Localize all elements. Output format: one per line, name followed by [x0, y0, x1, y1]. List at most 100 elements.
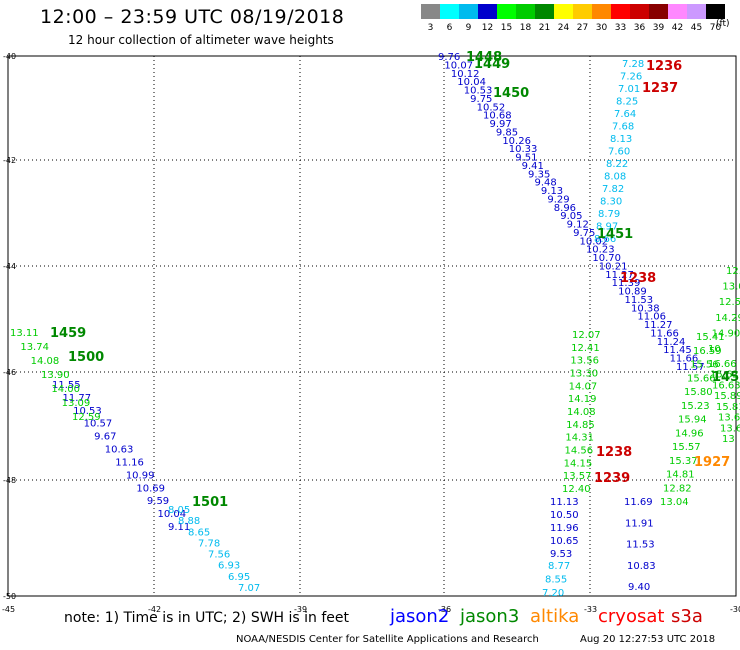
scale-label: 30 — [595, 23, 608, 33]
wave-height-value: 11.66 — [670, 354, 699, 365]
scale-label: 18 — [519, 23, 532, 33]
pass-time-label: 1451 — [597, 227, 633, 242]
pass-time-label: 1239 — [594, 471, 630, 486]
wave-height-value: 7.78 — [198, 538, 220, 549]
wave-height-value: 11.27 — [605, 270, 634, 281]
footer-credit: NOAA/NESDIS Center for Satellite Applica… — [236, 634, 539, 645]
wave-height-value: 7.20 — [542, 588, 564, 599]
lat-tick-label: -40 — [3, 52, 16, 61]
wave-height-value: 10.04 — [157, 509, 186, 520]
wave-height-value: 9.75 — [573, 228, 595, 239]
legend-jason2: jason2 — [390, 606, 450, 627]
wave-height-value: 11.91 — [625, 518, 654, 529]
wave-height-value: 10.50 — [550, 510, 579, 521]
scale-swatch — [516, 4, 535, 19]
lat-tick-label: -44 — [3, 262, 16, 271]
wave-height-value: 9.48 — [534, 178, 556, 189]
pass-time-label: 1238 — [596, 445, 632, 460]
wave-height-value: 10.68 — [483, 111, 512, 122]
legend-s3a: s3a — [671, 606, 703, 627]
wave-height-value: 7.07 — [238, 583, 260, 594]
scale-label: 3 — [427, 23, 434, 33]
wave-height-value: 8.05 — [168, 505, 190, 516]
wave-height-value: 13.09 — [62, 398, 91, 409]
plot-frame — [7, 55, 737, 597]
page-subtitle: 12 hour collection of altimeter wave hei… — [68, 33, 334, 47]
wave-height-value: 10.38 — [631, 303, 660, 314]
footer-timestamp: Aug 20 12:27:53 UTC 2018 — [580, 634, 716, 645]
wave-height-value: 7.82 — [602, 184, 624, 195]
wave-height-value: 8.79 — [598, 209, 620, 220]
wave-height-value: 11.06 — [637, 312, 666, 323]
lon-tick-label: -42 — [148, 605, 161, 614]
wave-height-value: 9.53 — [550, 549, 572, 560]
scale-swatch — [592, 4, 611, 19]
wave-height-value: 9.40 — [628, 582, 650, 593]
wave-height-value: 10.33 — [509, 144, 538, 155]
pass-time-label: 1448 — [466, 50, 502, 65]
scale-label: 39 — [652, 23, 665, 33]
scale-label: 24 — [557, 23, 570, 33]
wave-height-value: 12.40 — [562, 484, 591, 495]
wave-height-value: 8.97 — [596, 222, 618, 233]
wave-height-value: 11.53 — [626, 540, 655, 551]
wave-height-value: 11.96 — [550, 523, 579, 534]
wave-height-value: 12.07 — [572, 330, 601, 341]
wave-height-value: 10.23 — [586, 245, 615, 256]
wave-height-value: 14.56 — [565, 446, 594, 457]
wave-height-value: 8.25 — [616, 97, 638, 108]
wave-height-value: 10.57 — [84, 419, 113, 430]
scale-swatch — [554, 4, 573, 19]
wave-height-value: 10.04 — [457, 77, 486, 88]
pass-time-label: 1450 — [493, 86, 529, 101]
wave-height-value: 11.16 — [115, 457, 144, 468]
wave-height-value: 13.6 — [718, 413, 740, 424]
wave-height-value: 13.0 — [722, 282, 740, 293]
wave-height-value: 16.66 — [708, 359, 737, 370]
wave-height-value: 10.83 — [627, 561, 656, 572]
wave-height-value: 10 — [708, 344, 721, 355]
wave-height-value: 11.69 — [624, 497, 653, 508]
scale-label: 42 — [671, 23, 684, 33]
scale-swatch — [535, 4, 554, 19]
pass-time-label: 1927 — [694, 455, 730, 470]
wave-height-value: 13.90 — [41, 370, 70, 381]
scale-swatch — [573, 4, 592, 19]
wave-height-value: 15.37 — [669, 456, 698, 467]
lon-tick-label: -33 — [584, 605, 597, 614]
wave-height-value: 10.65 — [550, 536, 579, 547]
scale-swatch — [668, 4, 687, 19]
wave-height-value: 6.93 — [218, 561, 240, 572]
wave-height-value: 10.21 — [599, 261, 628, 272]
wave-height-value: 7.28 — [622, 59, 644, 70]
wave-height-value: 11.24 — [657, 337, 686, 348]
scale-label: 21 — [538, 23, 551, 33]
scale-swatch — [687, 4, 706, 19]
wave-height-value: 8.30 — [600, 197, 622, 208]
wave-height-value: 15.57 — [672, 442, 701, 453]
pass-time-label: 1500 — [68, 350, 104, 365]
wave-height-value: 8.65 — [188, 527, 210, 538]
wave-height-value: 11.27 — [644, 320, 673, 331]
wave-height-value: 9.11 — [168, 522, 190, 533]
wave-height-value: 11.55 — [52, 380, 81, 391]
scale-swatch — [459, 4, 478, 19]
wave-height-value: 11.77 — [63, 393, 92, 404]
wave-height-value: 11.39 — [612, 278, 641, 289]
wave-height-value: 7.60 — [608, 147, 630, 158]
lat-tick-label: -46 — [3, 368, 16, 377]
wave-height-value: 13.30 — [570, 369, 599, 380]
wave-height-value: 15.94 — [678, 415, 707, 426]
wave-height-value: 7.68 — [612, 122, 634, 133]
wave-height-value: 15.80 — [684, 387, 713, 398]
scale-swatch — [630, 4, 649, 19]
wave-height-value: 14.19 — [568, 394, 597, 405]
scale-swatch — [611, 4, 630, 19]
wave-height-value: 9.51 — [515, 153, 537, 164]
wave-height-value: 9.97 — [489, 119, 511, 130]
wave-height-value: 14.85 — [566, 420, 595, 431]
wave-height-value: 12.82 — [663, 483, 692, 494]
wave-height-value: 7.64 — [614, 109, 636, 120]
wave-height-value: 10.26 — [502, 136, 531, 147]
scale-unit: (ft) — [716, 19, 730, 29]
